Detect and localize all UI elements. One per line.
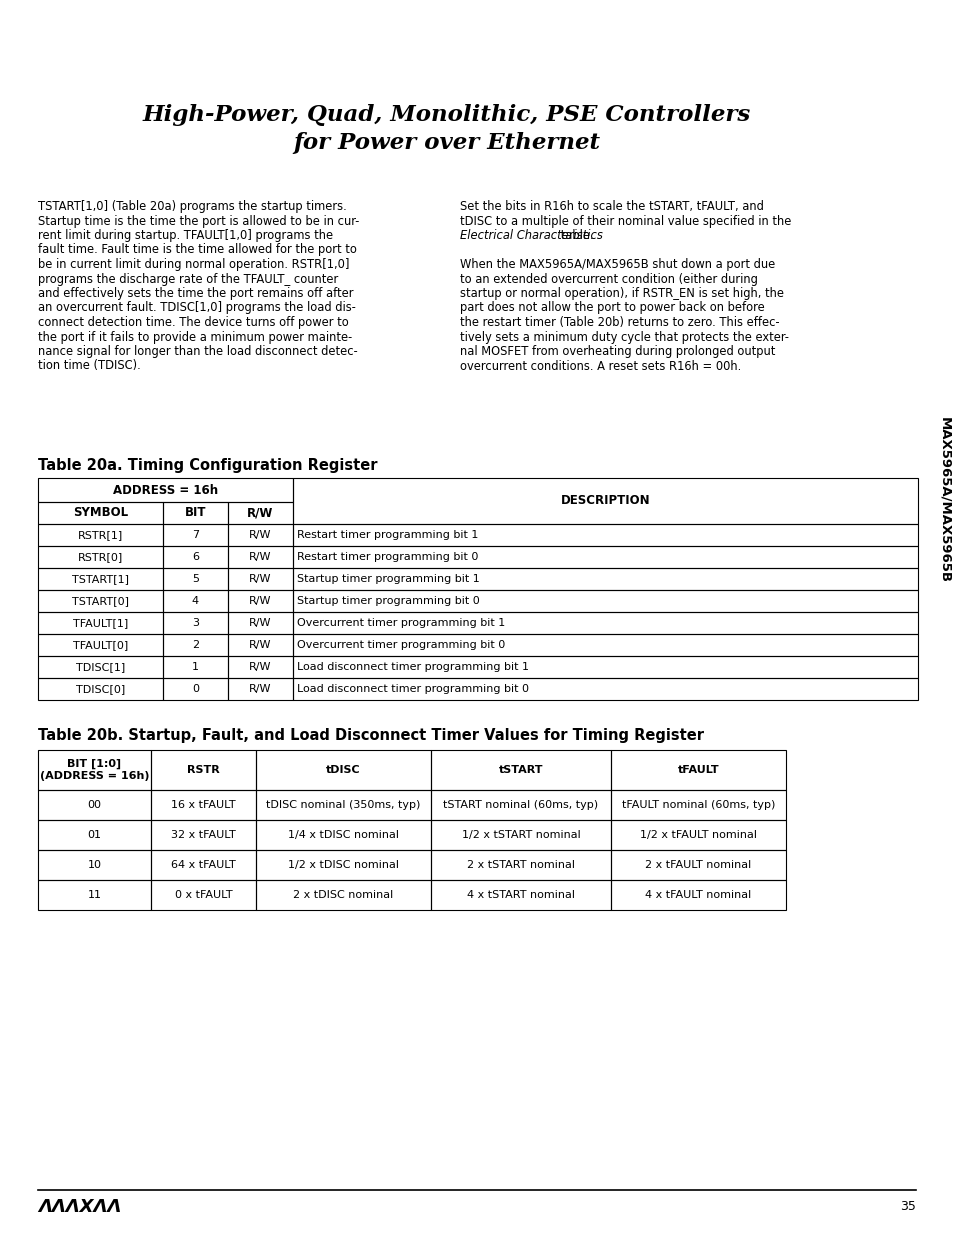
- Text: R/W: R/W: [249, 640, 272, 650]
- Text: tFAULT nominal (60ms, typ): tFAULT nominal (60ms, typ): [621, 800, 775, 810]
- Bar: [228, 568, 293, 590]
- Text: 2: 2: [192, 640, 199, 650]
- Bar: [38, 790, 151, 820]
- Text: 01: 01: [88, 830, 101, 840]
- Text: RSTR: RSTR: [187, 764, 219, 776]
- Bar: [610, 850, 785, 881]
- Text: 2 x tDISC nominal: 2 x tDISC nominal: [294, 890, 394, 900]
- Text: rent limit during startup. TFAULT[1,0] programs the: rent limit during startup. TFAULT[1,0] p…: [38, 228, 333, 242]
- Text: 10: 10: [88, 860, 101, 869]
- Bar: [293, 568, 917, 590]
- Bar: [431, 790, 610, 820]
- Text: overcurrent conditions. A reset sets R16h = 00h.: overcurrent conditions. A reset sets R16…: [459, 359, 740, 373]
- Text: TSTART[0]: TSTART[0]: [71, 597, 129, 606]
- Text: 1/2 x tSTART nominal: 1/2 x tSTART nominal: [461, 830, 579, 840]
- Text: Load disconnect timer programming bit 1: Load disconnect timer programming bit 1: [296, 662, 529, 672]
- Text: Startup timer programming bit 1: Startup timer programming bit 1: [296, 574, 479, 584]
- Bar: [151, 790, 255, 820]
- Bar: [293, 678, 917, 700]
- Text: TSTART[1]: TSTART[1]: [71, 574, 129, 584]
- Text: ADDRESS = 16h: ADDRESS = 16h: [112, 483, 218, 496]
- Text: 0 x tFAULT: 0 x tFAULT: [174, 890, 233, 900]
- Bar: [163, 501, 228, 524]
- Text: MAX5965A/MAX5965B: MAX5965A/MAX5965B: [938, 417, 950, 583]
- Bar: [255, 750, 431, 790]
- Text: programs the discharge rate of the TFAULT_ counter: programs the discharge rate of the TFAUL…: [38, 273, 338, 285]
- Text: 4 x tSTART nominal: 4 x tSTART nominal: [467, 890, 575, 900]
- Text: 16 x tFAULT: 16 x tFAULT: [171, 800, 235, 810]
- Text: 11: 11: [88, 890, 101, 900]
- Bar: [163, 524, 228, 546]
- Text: table.: table.: [557, 228, 593, 242]
- Text: RSTR[0]: RSTR[0]: [78, 552, 123, 562]
- Text: tDISC to a multiple of their nominal value specified in the: tDISC to a multiple of their nominal val…: [459, 215, 791, 227]
- Bar: [163, 613, 228, 634]
- Text: tDISC nominal (350ms, typ): tDISC nominal (350ms, typ): [266, 800, 420, 810]
- Text: Load disconnect timer programming bit 0: Load disconnect timer programming bit 0: [296, 684, 529, 694]
- Text: tion time (TDISC).: tion time (TDISC).: [38, 359, 141, 373]
- Text: ΛΛΛXΛΛ: ΛΛΛXΛΛ: [38, 1198, 121, 1216]
- Text: Startup time is the time the port is allowed to be in cur-: Startup time is the time the port is all…: [38, 215, 359, 227]
- Bar: [228, 634, 293, 656]
- Bar: [38, 501, 163, 524]
- Bar: [163, 656, 228, 678]
- Text: BIT [1:0]
(ADDRESS = 16h): BIT [1:0] (ADDRESS = 16h): [40, 760, 149, 781]
- Bar: [610, 750, 785, 790]
- Bar: [228, 524, 293, 546]
- Text: to an extended overcurrent condition (either during: to an extended overcurrent condition (ei…: [459, 273, 757, 285]
- Bar: [228, 656, 293, 678]
- Bar: [163, 590, 228, 613]
- Bar: [293, 524, 917, 546]
- Bar: [228, 546, 293, 568]
- Bar: [163, 634, 228, 656]
- Bar: [163, 678, 228, 700]
- Bar: [228, 678, 293, 700]
- Text: nal MOSFET from overheating during prolonged output: nal MOSFET from overheating during prolo…: [459, 345, 775, 358]
- Bar: [38, 478, 293, 501]
- Bar: [38, 590, 163, 613]
- Text: 00: 00: [88, 800, 101, 810]
- Text: Table 20a. Timing Configuration Register: Table 20a. Timing Configuration Register: [38, 458, 377, 473]
- Text: 1/4 x tDISC nominal: 1/4 x tDISC nominal: [288, 830, 398, 840]
- Text: TFAULT[0]: TFAULT[0]: [72, 640, 128, 650]
- Bar: [38, 613, 163, 634]
- Bar: [228, 613, 293, 634]
- Bar: [163, 568, 228, 590]
- Bar: [151, 750, 255, 790]
- Text: tSTART: tSTART: [498, 764, 542, 776]
- Text: TFAULT[1]: TFAULT[1]: [72, 618, 128, 629]
- Bar: [431, 750, 610, 790]
- Text: Overcurrent timer programming bit 0: Overcurrent timer programming bit 0: [296, 640, 505, 650]
- Bar: [38, 881, 151, 910]
- Text: R/W: R/W: [249, 618, 272, 629]
- Bar: [38, 820, 151, 850]
- Text: 1: 1: [192, 662, 199, 672]
- Bar: [38, 750, 151, 790]
- Bar: [38, 634, 163, 656]
- Text: When the MAX5965A/MAX5965B shut down a port due: When the MAX5965A/MAX5965B shut down a p…: [459, 258, 775, 270]
- Text: Startup timer programming bit 0: Startup timer programming bit 0: [296, 597, 479, 606]
- Text: the port if it fails to provide a minimum power mainte-: the port if it fails to provide a minimu…: [38, 331, 352, 343]
- Text: 2 x tFAULT nominal: 2 x tFAULT nominal: [644, 860, 751, 869]
- Bar: [293, 590, 917, 613]
- Text: TSTART[1,0] (Table 20a) programs the startup timers.: TSTART[1,0] (Table 20a) programs the sta…: [38, 200, 346, 212]
- Bar: [228, 590, 293, 613]
- Bar: [38, 656, 163, 678]
- Text: TDISC[1]: TDISC[1]: [76, 662, 125, 672]
- Bar: [38, 850, 151, 881]
- Text: High-Power, Quad, Monolithic, PSE Controllers: High-Power, Quad, Monolithic, PSE Contro…: [143, 104, 750, 126]
- Text: 64 x tFAULT: 64 x tFAULT: [171, 860, 235, 869]
- Text: 1/2 x tDISC nominal: 1/2 x tDISC nominal: [288, 860, 398, 869]
- Text: an overcurrent fault. TDISC[1,0] programs the load dis-: an overcurrent fault. TDISC[1,0] program…: [38, 301, 355, 315]
- Text: TDISC[0]: TDISC[0]: [76, 684, 125, 694]
- Text: tSTART nominal (60ms, typ): tSTART nominal (60ms, typ): [443, 800, 598, 810]
- Text: the restart timer (Table 20b) returns to zero. This effec-: the restart timer (Table 20b) returns to…: [459, 316, 779, 329]
- Text: RSTR[1]: RSTR[1]: [78, 530, 123, 540]
- Bar: [293, 613, 917, 634]
- Text: R/W: R/W: [249, 530, 272, 540]
- Text: Overcurrent timer programming bit 1: Overcurrent timer programming bit 1: [296, 618, 505, 629]
- Bar: [431, 820, 610, 850]
- Text: 32 x tFAULT: 32 x tFAULT: [171, 830, 235, 840]
- Bar: [431, 850, 610, 881]
- Text: fault time. Fault time is the time allowed for the port to: fault time. Fault time is the time allow…: [38, 243, 356, 257]
